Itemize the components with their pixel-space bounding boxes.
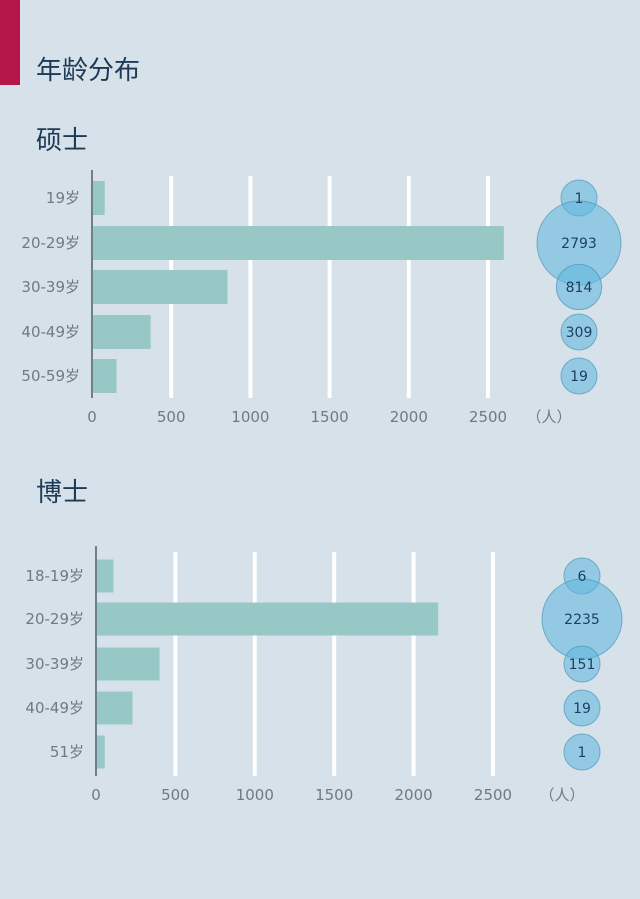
masters-bar	[93, 359, 117, 393]
masters-category-label: 40-49岁	[21, 323, 80, 341]
phd-bar	[97, 602, 439, 636]
phd-bar	[97, 691, 133, 725]
phd-tick-label: 500	[161, 786, 190, 804]
phd-bubble-label: 19	[573, 701, 591, 717]
masters-tick-label: 500	[157, 408, 186, 426]
masters-category-label: 30-39岁	[21, 278, 80, 296]
phd-category-label: 18-19岁	[25, 567, 84, 585]
phd-bubble	[563, 733, 601, 771]
masters-category-label: 50-59岁	[21, 367, 80, 385]
masters-unit-label: （人）	[526, 408, 571, 426]
masters-bubble-label: 2793	[561, 236, 597, 252]
masters-bar	[93, 270, 228, 304]
phd-chart: 18-19岁 20-29岁 30-39岁 40-49岁 51岁 0 500 1000 1500 2…	[25, 546, 623, 804]
phd-bubble-label: 2235	[564, 612, 600, 628]
phd-category-label: 20-29岁	[25, 610, 84, 628]
phd-category-label: 30-39岁	[25, 655, 84, 673]
section-title-phd: 博士	[36, 478, 89, 508]
page-title: 年龄分布	[36, 56, 141, 86]
masters-bubble-label: 814	[566, 280, 593, 296]
masters-bar	[93, 226, 504, 260]
masters-bubble	[560, 313, 598, 351]
phd-bubble	[563, 689, 601, 727]
phd-tick-label: 2000	[395, 786, 433, 804]
accent-bar	[0, 0, 20, 85]
masters-bubble	[555, 263, 603, 311]
phd-bar	[97, 735, 105, 769]
masters-bubble-label: 1	[575, 191, 584, 207]
masters-tick-label: 1500	[311, 408, 349, 426]
masters-tick-label: 1000	[231, 408, 269, 426]
masters-bubble-label: 309	[566, 325, 593, 341]
phd-bar	[97, 559, 114, 593]
section-title-masters: 硕士	[36, 126, 89, 156]
phd-unit-label: （人）	[539, 786, 584, 804]
masters-tick-label: 2500	[469, 408, 507, 426]
phd-tick-label: 1500	[315, 786, 353, 804]
masters-category-label: 20-29岁	[21, 234, 80, 252]
phd-bubble-label: 6	[578, 569, 587, 585]
phd-category-label: 51岁	[50, 743, 84, 761]
phd-category-label: 40-49岁	[25, 699, 84, 717]
masters-bar	[93, 181, 105, 215]
phd-tick-label: 1000	[236, 786, 274, 804]
phd-tick-label: 0	[91, 786, 101, 804]
masters-bubble-label: 19	[570, 369, 588, 385]
phd-bar	[97, 647, 160, 681]
masters-category-label: 19岁	[46, 189, 80, 207]
masters-bubble	[560, 357, 598, 395]
phd-bubble-label: 1	[578, 745, 587, 761]
phd-bubble	[563, 645, 601, 683]
phd-tick-label: 2500	[474, 786, 512, 804]
phd-bubble-label: 151	[569, 657, 596, 673]
masters-chart: 19岁 20-29岁 30-39岁 40-49岁 50-59岁 0 500 1000 1500 2…	[21, 170, 622, 426]
masters-tick-label: 0	[87, 408, 97, 426]
masters-tick-label: 2000	[390, 408, 428, 426]
masters-bar	[93, 315, 151, 349]
